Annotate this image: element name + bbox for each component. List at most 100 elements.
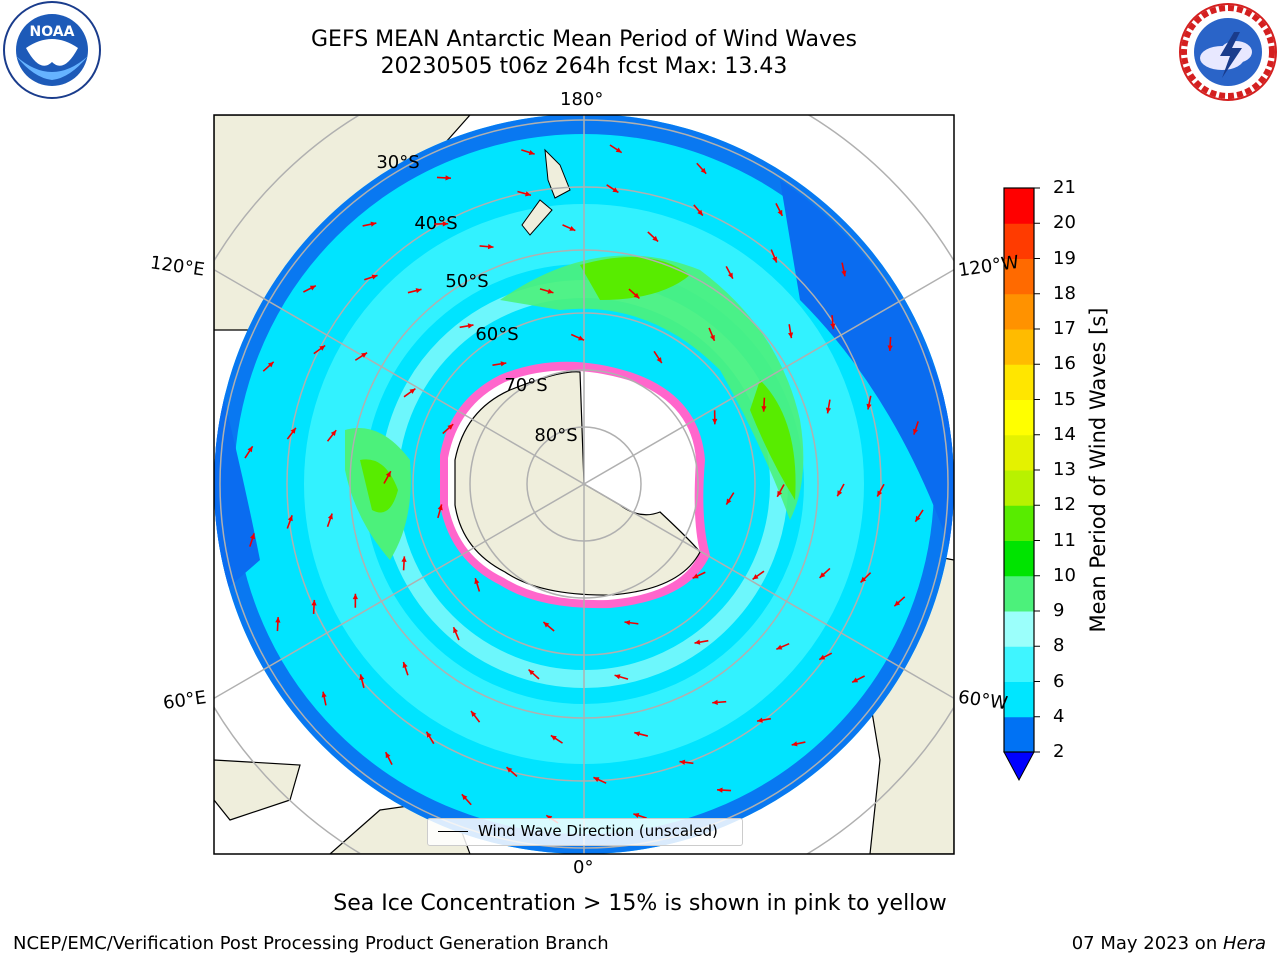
wind-wave-arrowhead	[819, 654, 826, 660]
wind-wave-arrowhead	[528, 150, 535, 155]
wind-wave-arrowhead	[633, 813, 640, 818]
chart-title-line2: 20230505 t06z 264h fcst Max: 13.43	[380, 54, 788, 79]
machine-name: Hera	[1222, 933, 1266, 954]
wind-wave-arrowhead	[578, 335, 585, 341]
wind-wave-arrowhead	[409, 388, 416, 394]
wind-wave-arrowhead	[474, 578, 480, 585]
lat-label-60s: 60°S	[475, 324, 518, 345]
wind-wave-arrowhead	[700, 167, 707, 174]
wind-wave-arrowhead	[352, 593, 358, 600]
colorbar-tick-label: 10	[1053, 564, 1076, 586]
wind-wave-arrowhead	[385, 752, 391, 759]
colorbar-tick-label: 20	[1053, 212, 1076, 234]
wind-wave-arrowhead	[877, 490, 883, 497]
wind-wave-arrowhead	[370, 221, 377, 227]
wind-wave-arrowhead	[752, 574, 759, 580]
colorbar-segment	[1004, 434, 1034, 471]
wind-wave-arrowhead	[546, 815, 553, 821]
wind-wave-arrowhead	[633, 292, 640, 299]
wind-wave-arrowhead	[330, 430, 337, 437]
colorbar-tick-label: 13	[1053, 459, 1076, 480]
wind-wave-arrowhead	[247, 446, 253, 453]
wind-wave-arrowhead	[692, 573, 699, 579]
lon-label-0: 0°	[573, 857, 594, 878]
wind-wave-arrowhead	[309, 285, 316, 291]
colorbar-segment	[1004, 399, 1034, 436]
wind-wave-arrowhead	[275, 617, 281, 623]
colorbar-tick-label: 15	[1053, 388, 1076, 410]
lat-label-70s: 70°S	[504, 375, 547, 396]
wind-wave-arrowhead	[915, 515, 921, 522]
wind-wave-arrowhead	[467, 323, 474, 329]
wind-wave-arrowhead	[712, 418, 718, 425]
wind-wave-arrowhead	[250, 533, 255, 540]
wind-wave-arrowhead	[593, 777, 600, 783]
lat-label-80s: 80°S	[534, 425, 577, 446]
wind-wave-arrowhead	[426, 731, 432, 738]
wind-wave-arrowhead	[471, 711, 477, 717]
wind-wave-arrowhead	[887, 345, 893, 351]
wind-wave-arrowhead	[487, 244, 494, 250]
wind-wave-arrowhead	[525, 191, 531, 197]
wind-wave-arrowhead	[709, 334, 715, 341]
wind-wave-arrowhead	[761, 406, 767, 412]
wind-wave-arrowhead	[852, 677, 859, 683]
colorbar-tick-label: 16	[1053, 353, 1076, 375]
wind-wave-arrowhead	[543, 621, 550, 628]
wind-wave-arrowhead	[727, 272, 733, 279]
colorbar-segment	[1004, 575, 1034, 612]
wind-wave-arrowhead	[866, 403, 872, 410]
credit-text: NCEP/EMC/Verification Post Processing Pr…	[13, 933, 609, 954]
wind-wave-arrows	[244, 144, 924, 824]
wind-wave-arrowhead	[652, 235, 659, 242]
colorbar-tick-label: 11	[1053, 529, 1076, 551]
wind-wave-arrowhead	[401, 556, 407, 562]
wind-wave-arrowhead	[402, 662, 408, 668]
wind-wave-arrowhead	[860, 576, 867, 583]
colorbar-segment	[1004, 470, 1034, 506]
noaa-logo-text: NOAA	[30, 24, 75, 40]
wind-wave-arrowhead	[550, 735, 557, 741]
wind-wave-arrowhead	[437, 504, 443, 511]
wind-wave-arrowhead	[528, 669, 535, 676]
chart-title-line1: GEFS MEAN Antarctic Mean Period of Wind …	[311, 27, 857, 52]
colorbar-tick-label: 4	[1053, 705, 1065, 727]
wind-wave-arrowhead	[830, 323, 836, 330]
colorbar-segment	[1004, 258, 1034, 295]
wind-wave-arrowhead	[569, 225, 576, 231]
wind-wave-arrowhead	[321, 691, 327, 698]
colorbar-tick-label: 12	[1053, 494, 1076, 516]
wind-wave-arrowhead	[913, 428, 918, 435]
wind-wave-arrowhead	[445, 175, 451, 181]
colorbar-tick-label: 17	[1053, 318, 1076, 339]
wind-wave-arrowhead	[415, 288, 422, 294]
colorbar-extend-arrow	[1003, 751, 1035, 782]
antarctica-land	[454, 371, 701, 596]
wind-wave-arrowhead	[624, 620, 631, 626]
noaa-logo-icon: NOAA	[3, 1, 101, 99]
wind-wave-arrowhead	[319, 345, 326, 351]
graticule	[214, 115, 954, 854]
colorbar-tick-label: 2	[1053, 741, 1065, 762]
wind-wave-arrowhead	[267, 361, 274, 368]
colorbar-segment	[1004, 505, 1034, 541]
lat-label-50s: 50°S	[445, 271, 488, 292]
wind-wave-arrowhead	[679, 759, 686, 765]
wind-wave-arrowhead	[311, 599, 317, 606]
sea-ice-note: Sea Ice Concentration > 15% is shown in …	[333, 891, 947, 916]
wind-wave-arrowhead	[614, 674, 621, 680]
map-frame	[213, 114, 955, 855]
wind-wave-arrowhead	[442, 221, 449, 227]
colorbar-tick-label: 9	[1053, 600, 1065, 621]
colorbar-tick-label: 18	[1053, 282, 1076, 304]
colorbar-segment	[1004, 540, 1034, 577]
lat-label-30s: 30°S	[376, 152, 419, 173]
wind-wave-arrowhead	[694, 639, 701, 645]
wind-wave-arrowhead	[757, 717, 763, 723]
wind-wave-arrowhead	[656, 357, 662, 364]
wind-wave-arrowhead	[287, 515, 293, 522]
colorbar-title: Mean Period of Wind Waves [s]	[1086, 307, 1110, 633]
colorbar-segment	[1004, 681, 1034, 718]
legend-label: Wind Wave Direction (unscaled)	[478, 822, 718, 840]
date-text: 07 May 2023 on Hera	[1071, 933, 1266, 954]
